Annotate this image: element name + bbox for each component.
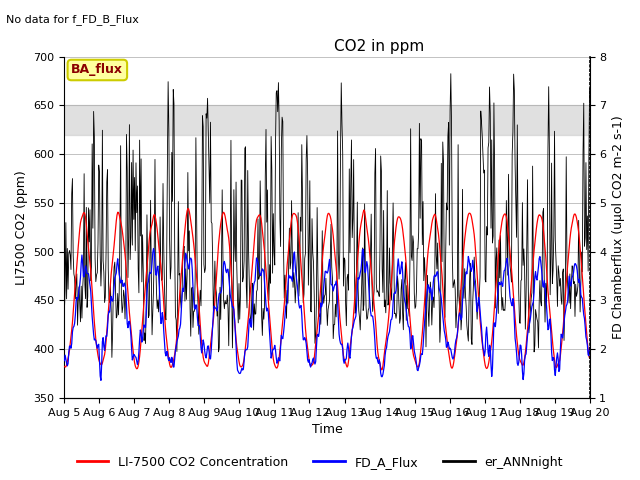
Y-axis label: FD Chamberflux (uμol CO2 m-2 s-1): FD Chamberflux (uμol CO2 m-2 s-1): [612, 115, 625, 339]
Title: CO2 in ppm: CO2 in ppm: [334, 39, 425, 54]
Text: BA_flux: BA_flux: [71, 63, 124, 76]
X-axis label: Time: Time: [312, 423, 342, 436]
Text: No data for f_FD_B_Flux: No data for f_FD_B_Flux: [6, 14, 140, 25]
Legend: LI-7500 CO2 Concentration, FD_A_Flux, er_ANNnight: LI-7500 CO2 Concentration, FD_A_Flux, er…: [72, 451, 568, 474]
Bar: [65, 105, 589, 134]
Y-axis label: LI7500 CO2 (ppm): LI7500 CO2 (ppm): [15, 170, 28, 285]
